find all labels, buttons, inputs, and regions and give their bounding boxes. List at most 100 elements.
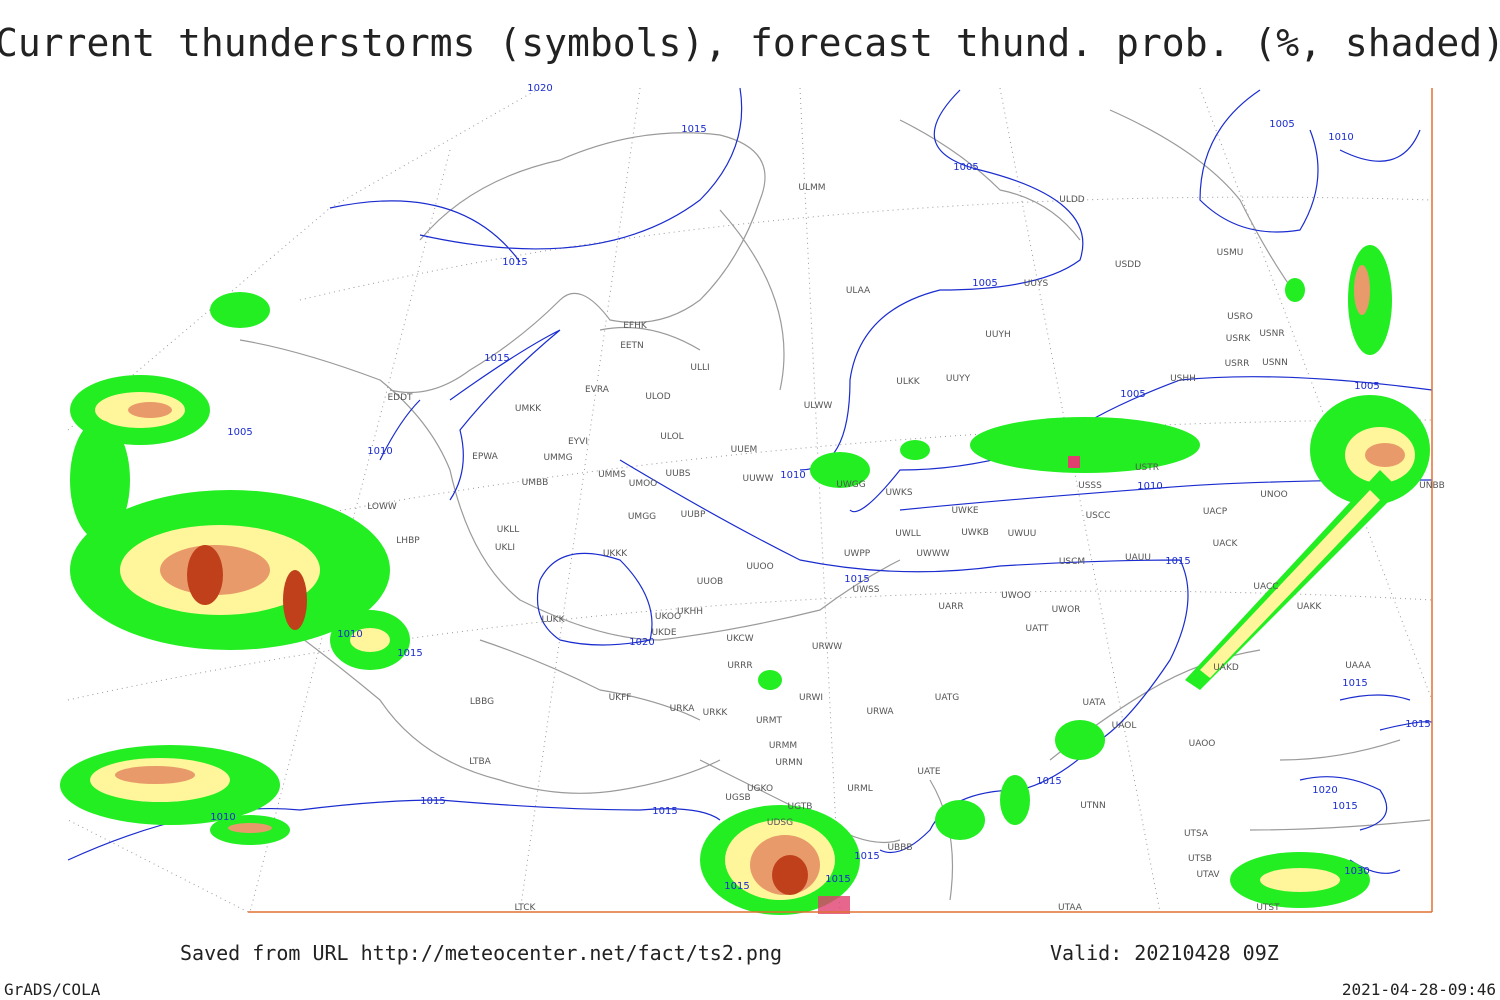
station-label: USSS (1078, 481, 1102, 491)
station-label: UUOO (746, 562, 773, 572)
isobar-label: 1005 (1269, 119, 1294, 130)
isobar-label: 1010 (210, 812, 235, 823)
station-label: ULOD (645, 392, 670, 402)
station-label: USTR (1135, 463, 1159, 473)
isobar-label: 1010 (1328, 132, 1353, 143)
station-label: USDD (1115, 260, 1141, 270)
station-label: UATE (917, 767, 941, 777)
station-label: ULAA (846, 286, 871, 296)
station-label: UUWW (743, 474, 774, 484)
isobar-label: 1020 (629, 637, 654, 648)
station-label: UWUU (1008, 529, 1037, 539)
isobar-label: 1015 (854, 851, 879, 862)
station-label: UARR (938, 602, 963, 612)
isobar-label: 1005 (227, 427, 252, 438)
station-label: UTSA (1184, 829, 1209, 839)
station-label: UWKB (961, 528, 989, 538)
station-label: UAKK (1297, 602, 1323, 612)
station-label: EYVI (568, 437, 588, 447)
station-label: ULLI (690, 363, 709, 373)
station-label: UWWW (916, 549, 949, 559)
station-label: URMM (769, 741, 797, 751)
station-label: USRK (1226, 334, 1252, 344)
isobar-label: 1010 (780, 470, 805, 481)
isobar-label: 1010 (1137, 481, 1162, 492)
station-label: LTCK (515, 903, 537, 913)
station-label: UNOO (1260, 490, 1288, 500)
station-label: URKK (703, 708, 729, 718)
labels: EFHK EETN ULLI ULMM ULAA ULDD UUYS USDD USMU USRO… (210, 83, 1445, 913)
station-label: UAOO (1189, 739, 1216, 749)
station-label: UKLL (497, 525, 520, 535)
isobar-label: 1005 (953, 162, 978, 173)
isobar-label: 1015 (825, 874, 850, 885)
isobar-label: 1015 (502, 257, 527, 268)
station-label: UUOB (697, 577, 723, 587)
station-label: ULWW (804, 401, 833, 411)
station-label: UACC (1253, 582, 1278, 592)
station-label: UTSB (1188, 854, 1212, 864)
station-label: URWA (866, 707, 894, 717)
station-label: UATG (935, 693, 960, 703)
station-label: EVRA (585, 385, 610, 395)
station-label: UWKE (951, 506, 978, 516)
station-label: LHBP (396, 536, 420, 546)
station-label: USHH (1170, 374, 1196, 384)
station-label: UMKK (515, 404, 542, 414)
source-url: Saved from URL http://meteocenter.net/fa… (180, 941, 782, 965)
station-label: UKCW (726, 634, 753, 644)
station-label: UMBB (522, 478, 549, 488)
station-label: UGTB (788, 802, 813, 812)
isobar-label: 1015 (1036, 776, 1061, 787)
station-label: UUYS (1024, 279, 1049, 289)
station-label: UACK (1213, 539, 1239, 549)
station-label: URRR (727, 661, 752, 671)
station-label: URML (847, 784, 873, 794)
station-label: UACP (1203, 507, 1228, 517)
isobar-label: 1015 (724, 881, 749, 892)
isobar-label: 1015 (484, 353, 509, 364)
station-label: UGSB (725, 793, 750, 803)
title: Current thunderstorms (symbols), forecas… (0, 21, 1500, 65)
isobar-label: 1005 (1120, 389, 1145, 400)
station-label: UUYY (946, 374, 971, 384)
station-label: USNN (1262, 358, 1288, 368)
station-label: UAAA (1345, 661, 1371, 671)
station-label: UKLI (495, 543, 515, 553)
isobar-label: 1010 (337, 629, 362, 640)
isobar-label: 1015 (1165, 556, 1190, 567)
isobar-label: 1010 (367, 446, 392, 457)
isobar-label: 1030 (1344, 866, 1369, 877)
station-label: UWOR (1052, 605, 1081, 615)
isobar (67, 87, 1433, 874)
isobar-label: 1015 (1332, 801, 1357, 812)
station-label: UBBB (887, 843, 912, 853)
station-label: UMOO (629, 479, 658, 489)
timestamp: 2021-04-28-09:46 (1342, 980, 1496, 999)
station-label: ULOL (660, 432, 683, 442)
station-label: USRR (1225, 359, 1250, 369)
station-label: UATA (1082, 698, 1106, 708)
station-label: EFHK (623, 321, 648, 331)
station-label: UWGG (836, 480, 865, 490)
station-label: EDDT (387, 393, 413, 403)
station-label: URWW (812, 642, 842, 652)
station-label: UDSG (767, 818, 793, 828)
map: EFHK EETN ULLI ULMM ULAA ULDD UUYS USDD USMU USRO… (60, 83, 1445, 915)
station-label: URMN (775, 758, 802, 768)
station-label: UWOO (1001, 591, 1031, 601)
station-label: UGKO (747, 784, 773, 794)
station-label: UWKS (885, 488, 912, 498)
station-label: UUBS (666, 469, 691, 479)
station-label: USNR (1259, 329, 1284, 339)
station-label: UKFF (609, 693, 632, 703)
isobar-label: 1005 (972, 278, 997, 289)
isobar-label: 1015 (681, 124, 706, 135)
software: GrADS/COLA (4, 980, 101, 999)
station-label: USMU (1217, 248, 1244, 258)
station-label: UTAA (1058, 903, 1083, 913)
thunder-probability (60, 245, 1430, 915)
station-label: URKA (670, 704, 696, 714)
isobar-label: 1015 (1405, 719, 1430, 730)
